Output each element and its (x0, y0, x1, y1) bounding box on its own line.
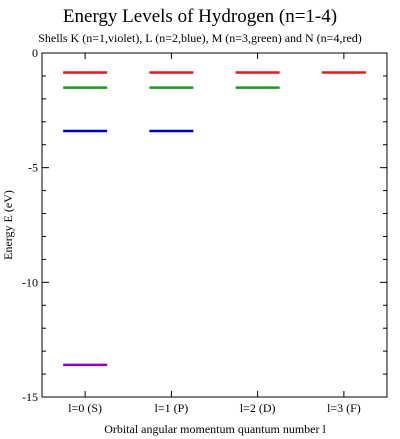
x-tick-label: l=0 (S) (68, 401, 102, 415)
chart-subtitle-text: Shells K (n=1,violet), L (n=2,blue), M (… (38, 31, 362, 45)
y-tick-label: 0 (32, 46, 38, 60)
x-axis-label: Orbital angular momentum quantum number … (104, 422, 326, 436)
y-tick-label: -15 (22, 390, 38, 404)
x-tick-label: l=2 (D) (240, 401, 276, 415)
chart-subtitle: Shells K (n=1,violet), L (n=2,blue), M (… (0, 31, 400, 46)
chart-title: Energy Levels of Hydrogen (n=1-4) (0, 6, 400, 28)
y-tick-label: -5 (28, 161, 38, 175)
plot-area (41, 52, 388, 398)
plot-frame (41, 52, 388, 398)
y-axis-ticks: 0 -5 -10 -15 (22, 46, 387, 404)
y-tick-label: -10 (22, 275, 38, 289)
energy-levels (63, 71, 366, 367)
x-axis-ticks: l=0 (S) l=1 (P) l=2 (D) l=3 (F) (68, 53, 361, 415)
x-tick-label: l=3 (F) (327, 401, 361, 415)
chart-title-text: Energy Levels of Hydrogen (n=1-4) (62, 6, 338, 27)
y-axis-label: Energy E (eV) (1, 190, 15, 260)
x-tick-label: l=1 (P) (154, 401, 188, 415)
